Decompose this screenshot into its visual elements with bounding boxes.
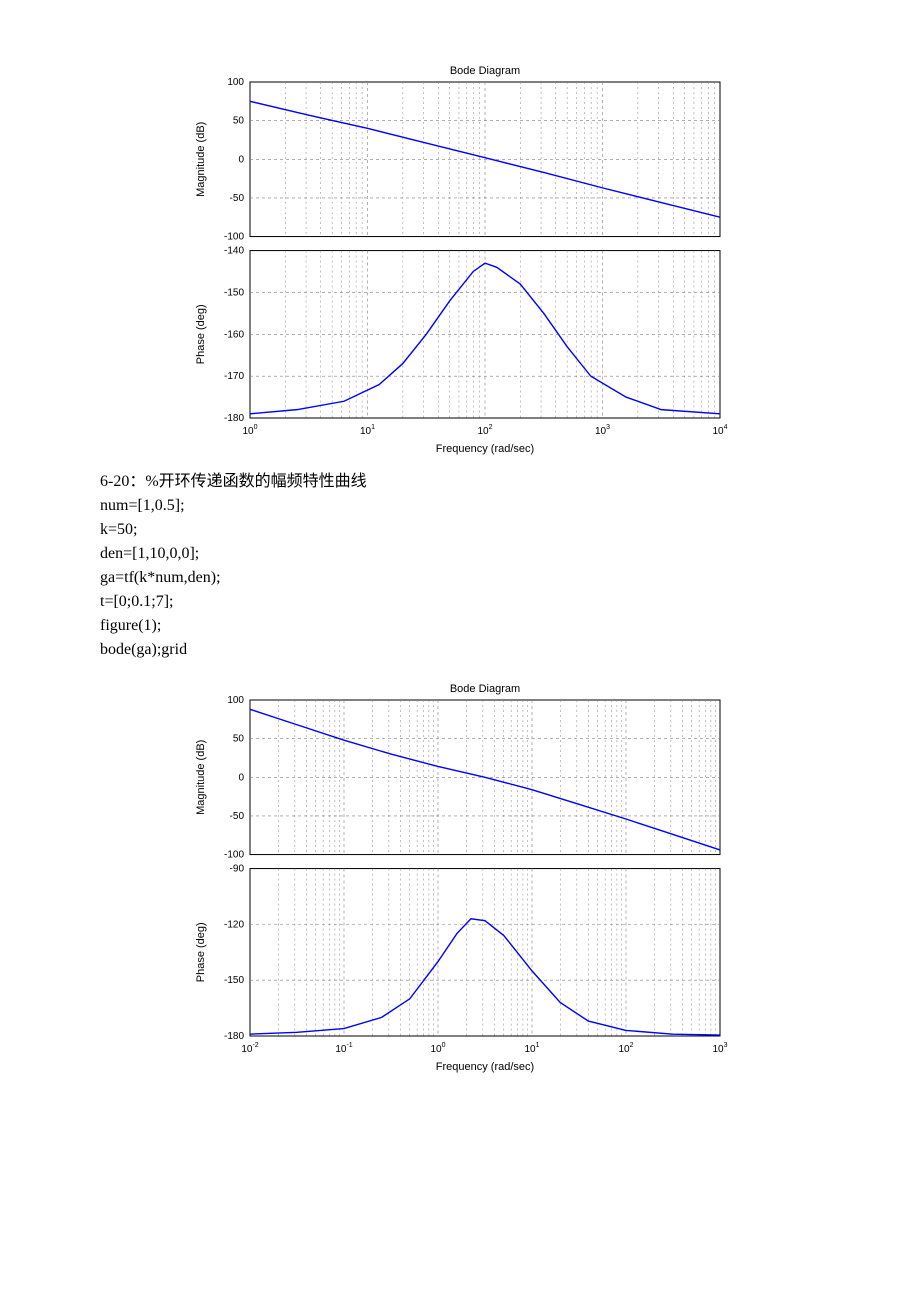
svg-text:Phase (deg): Phase (deg) (195, 304, 207, 364)
svg-text:104: 104 (712, 424, 727, 437)
svg-text:-180: -180 (224, 1031, 244, 1042)
svg-text:100: 100 (227, 77, 244, 88)
svg-text:-150: -150 (224, 975, 244, 986)
code-line: bode(ga);grid (100, 638, 820, 662)
svg-text:-100: -100 (224, 232, 244, 243)
svg-text:-100: -100 (224, 850, 244, 861)
svg-text:Frequency (rad/sec): Frequency (rad/sec) (436, 1061, 534, 1073)
code-line: 6-20：%开环传递函数的幅频特性曲线 (100, 470, 820, 494)
code-line: figure(1); (100, 614, 820, 638)
code-line: k=50; (100, 518, 820, 542)
svg-text:-160: -160 (224, 329, 244, 340)
svg-text:Magnitude (dB): Magnitude (dB) (195, 740, 207, 815)
bode-chart-1: Bode Diagram -100 -50 0 50 100 Magnitude (dB) -… (100, 60, 820, 460)
svg-text:50: 50 (233, 734, 245, 745)
code-line: den=[1,10,0,0]; (100, 542, 820, 566)
svg-text:-140: -140 (224, 246, 244, 257)
svg-text:-50: -50 (230, 811, 245, 822)
svg-text:100: 100 (227, 695, 244, 706)
code-line: t=[0;0.1;7]; (100, 590, 820, 614)
bode-chart-2: Bode Diagram -100 -50 0 50 100 Magnitude (dB) -… (100, 678, 820, 1078)
svg-text:0: 0 (238, 772, 244, 783)
svg-text:101: 101 (360, 424, 375, 437)
svg-text:Magnitude (dB): Magnitude (dB) (195, 122, 207, 197)
svg-text:Bode Diagram: Bode Diagram (450, 683, 520, 695)
svg-text:Frequency (rad/sec): Frequency (rad/sec) (436, 443, 534, 455)
svg-text:103: 103 (595, 424, 610, 437)
svg-text:100: 100 (242, 424, 257, 437)
svg-text:Phase (deg): Phase (deg) (195, 922, 207, 982)
svg-text:10-2: 10-2 (241, 1042, 258, 1055)
svg-text:102: 102 (477, 424, 492, 437)
code-block-1: 6-20：%开环传递函数的幅频特性曲线 num=[1,0.5]; k=50; d… (100, 470, 820, 662)
svg-text:103: 103 (712, 1042, 727, 1055)
svg-text:-50: -50 (230, 193, 245, 204)
svg-text:101: 101 (524, 1042, 539, 1055)
code-line: num=[1,0.5]; (100, 494, 820, 518)
code-line: ga=tf(k*num,den); (100, 566, 820, 590)
svg-text:-170: -170 (224, 371, 244, 382)
svg-text:10-1: 10-1 (335, 1042, 352, 1055)
svg-text:102: 102 (618, 1042, 633, 1055)
svg-text:-90: -90 (230, 864, 245, 875)
svg-text:-150: -150 (224, 287, 244, 298)
svg-text:50: 50 (233, 116, 245, 127)
svg-text:100: 100 (430, 1042, 445, 1055)
svg-text:-180: -180 (224, 413, 244, 424)
svg-text:Bode Diagram: Bode Diagram (450, 65, 520, 77)
svg-text:0: 0 (238, 154, 244, 165)
svg-text:-120: -120 (224, 919, 244, 930)
